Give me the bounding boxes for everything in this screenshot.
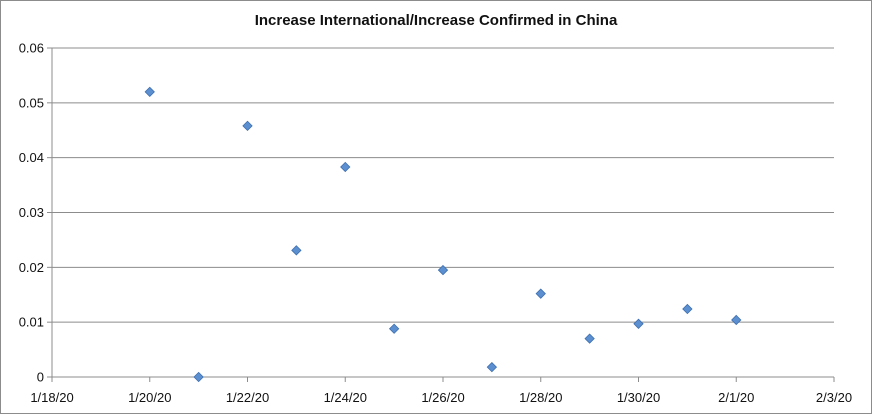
y-tick-label: 0: [37, 370, 44, 385]
data-point: [340, 161, 351, 173]
chart-title: Increase International/Increase Confirme…: [254, 12, 618, 29]
data-point: [193, 371, 204, 383]
x-tick-label: 1/22/20: [226, 390, 269, 405]
y-tick-label: 0.02: [19, 260, 44, 275]
data-point: [144, 86, 155, 98]
data-point: [437, 264, 449, 276]
x-tick-label: 2/3/20: [816, 390, 852, 405]
data-point: [388, 323, 400, 334]
data-point: [731, 314, 742, 326]
data-point: [682, 303, 693, 315]
x-tick-label: 1/20/20: [128, 390, 171, 405]
data-point: [242, 120, 253, 132]
data-point: [584, 333, 595, 344]
x-tick-label: 1/28/20: [519, 390, 562, 405]
data-point: [633, 318, 644, 329]
x-tick-label: 2/1/20: [718, 390, 754, 405]
y-tick-label: 0.05: [19, 95, 44, 110]
y-tick-label: 0.03: [19, 205, 44, 220]
x-tick-label: 1/30/20: [617, 390, 660, 405]
gridlines: [52, 47, 834, 323]
data-points: [144, 86, 742, 383]
tick-labels: 0 0.01 0.02 0.03 0.04 0.05 0.06 1/18/20 1/20/20 1…: [19, 41, 852, 406]
x-tick-label: 1/18/20: [30, 390, 73, 405]
data-point: [535, 288, 546, 299]
data-point: [486, 361, 498, 373]
y-tick-label: 0.04: [19, 150, 44, 165]
data-point: [291, 245, 302, 256]
y-tick-label: 0.01: [19, 315, 44, 330]
x-tick-label: 1/24/20: [324, 390, 367, 405]
x-tick-label: 1/26/20: [421, 390, 464, 405]
y-tick-label: 0.06: [19, 41, 44, 56]
axes: [47, 47, 835, 382]
